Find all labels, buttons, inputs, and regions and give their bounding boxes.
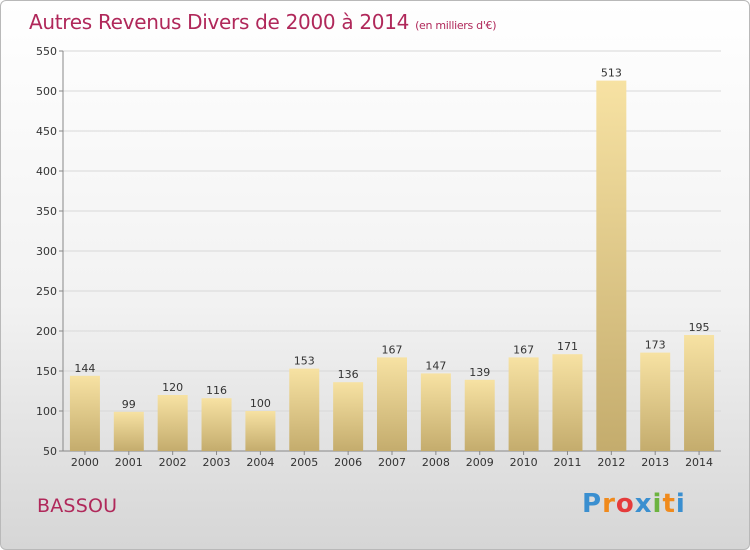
- x-tick-label: 2001: [115, 456, 143, 469]
- y-tick-label: 100: [36, 405, 57, 418]
- bar-2014: [684, 335, 715, 451]
- bar-2007: [377, 357, 407, 451]
- logo-letter: i: [652, 489, 663, 519]
- value-label: 173: [645, 339, 666, 352]
- bar-2012: [596, 80, 627, 451]
- value-label: 195: [689, 321, 710, 334]
- value-label: 136: [338, 368, 359, 381]
- bar-2008: [420, 373, 451, 451]
- value-label: 167: [513, 343, 534, 356]
- logo-letter: o: [615, 489, 635, 519]
- value-label: 100: [250, 397, 271, 410]
- x-tick-label: 2010: [510, 456, 538, 469]
- chart-title: Autres Revenus Divers de 2000 à 2014 (en …: [29, 10, 497, 34]
- bar-2013: [640, 352, 671, 451]
- x-tick-labels: 2000 2001 2002 2003 2004 2005 2006 2007 2008 2009…: [71, 456, 713, 469]
- logo-letter: x: [634, 489, 653, 519]
- value-label: 99: [122, 398, 136, 411]
- y-tick-label: 500: [36, 85, 57, 98]
- y-tick-label: 200: [36, 325, 57, 338]
- value-label: 153: [294, 355, 315, 368]
- x-tick-label: 2004: [246, 456, 274, 469]
- x-tick-label: 2002: [159, 456, 187, 469]
- logo-letter: t: [662, 489, 676, 519]
- title-text: Autres Revenus Divers de 2000 à 2014: [29, 10, 410, 34]
- y-tick-label: 300: [36, 245, 57, 258]
- value-label: 144: [74, 362, 95, 375]
- y-tick-label: 150: [36, 365, 57, 378]
- x-tick-label: 2003: [203, 456, 231, 469]
- bars: [69, 80, 715, 451]
- value-label: 116: [206, 384, 227, 397]
- x-tick-label: 2011: [553, 456, 581, 469]
- bar-2001: [113, 411, 144, 451]
- logo-letter: P: [582, 489, 603, 519]
- x-tick-label: 2008: [422, 456, 450, 469]
- logo-letter: r: [602, 489, 616, 519]
- x-tick-label: 2005: [290, 456, 318, 469]
- bar-2011: [552, 354, 583, 451]
- x-tick-label: 2009: [466, 456, 494, 469]
- x-tick-label: 2013: [641, 456, 669, 469]
- x-tick-label: 2007: [378, 456, 406, 469]
- bar-2003: [201, 398, 232, 451]
- title-unit: (en milliers d'€): [415, 19, 497, 32]
- y-tick-label: 250: [36, 285, 57, 298]
- place-name: BASSOU: [37, 495, 118, 517]
- bar-2005: [289, 368, 320, 451]
- y-tick-label: 550: [36, 45, 57, 58]
- bar-2002: [157, 395, 188, 451]
- logo-letter: i: [675, 489, 686, 519]
- y-tick-label: 350: [36, 205, 57, 218]
- y-tick-label: 450: [36, 125, 57, 138]
- value-label: 147: [425, 359, 446, 372]
- value-label: 513: [601, 67, 622, 80]
- x-tick-label: 2000: [71, 456, 99, 469]
- bar-2006: [333, 382, 364, 451]
- value-label: 171: [557, 340, 578, 353]
- y-tick-labels: 50 100 150 200 250 300 350 400 450 500 550: [36, 45, 57, 458]
- bar-2004: [245, 411, 276, 451]
- value-label: 139: [469, 366, 490, 379]
- x-tick-label: 2006: [334, 456, 362, 469]
- bar-2000: [69, 375, 100, 451]
- value-labels: 144 99 120 116 100 153 136 167 147 139 167 171 513 17…: [74, 67, 709, 411]
- bar-2010: [508, 357, 539, 451]
- x-tick-label: 2014: [685, 456, 713, 469]
- bar-2009: [464, 379, 495, 451]
- value-label: 167: [382, 343, 403, 356]
- proxiti-logo: Proxiti: [582, 489, 686, 519]
- y-tick-label: 400: [36, 165, 57, 178]
- x-tick-label: 2012: [597, 456, 625, 469]
- value-label: 120: [162, 381, 183, 394]
- y-tick-label: 50: [43, 445, 57, 458]
